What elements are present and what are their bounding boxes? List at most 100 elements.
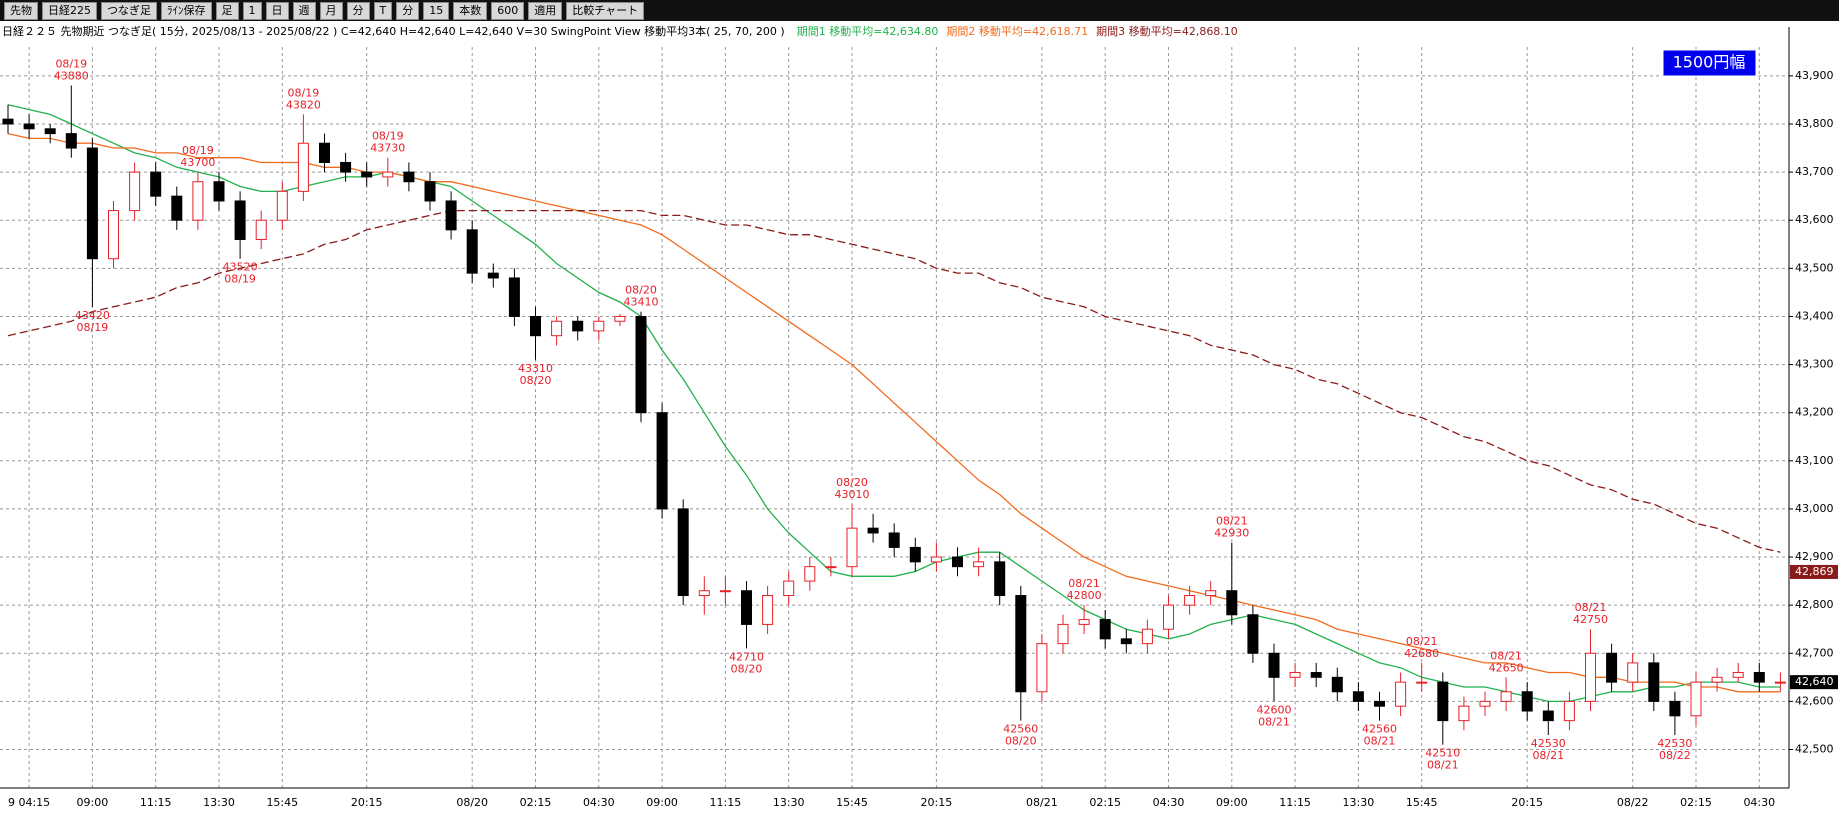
- legend-entry: 期間3 移動平均=42,868.10: [1096, 24, 1238, 38]
- swing-price: 42510: [1425, 747, 1460, 760]
- x-tick-label: 20:15: [1511, 796, 1543, 809]
- toolbar-button[interactable]: ﾗｲﾝ保存: [161, 1, 212, 20]
- candle-body: [171, 195, 183, 221]
- candle-body: [1585, 652, 1596, 702]
- toolbar-button[interactable]: 日経225: [42, 1, 97, 20]
- swing-date: 08/21: [1490, 649, 1522, 662]
- toolbar-button[interactable]: 月: [319, 1, 343, 20]
- candle-body: [741, 590, 752, 625]
- toolbar-button[interactable]: 足: [215, 1, 239, 20]
- swing-price: 42530: [1657, 737, 1692, 750]
- x-tick-label: 08/22: [1617, 796, 1649, 809]
- y-tick-label: 42,900: [1795, 550, 1834, 563]
- toolbar-button[interactable]: 比較チャート: [566, 1, 645, 20]
- swing-date: 08/22: [1659, 749, 1691, 762]
- candle-body: [424, 181, 436, 202]
- candle-body: [1774, 681, 1786, 684]
- candle-body: [1184, 595, 1196, 606]
- swing-price: 42800: [1067, 589, 1102, 602]
- y-tick-label: 42,800: [1795, 598, 1834, 611]
- toolbar-button[interactable]: つなぎ足: [101, 1, 157, 20]
- toolbar-button[interactable]: 適用: [528, 1, 563, 20]
- candle-body: [1374, 700, 1385, 707]
- candle-body: [1015, 595, 1027, 693]
- toolbar-button[interactable]: T: [373, 1, 393, 20]
- x-tick-label: 11:15: [1279, 796, 1311, 809]
- swing-date: 08/20: [625, 284, 657, 297]
- x-tick-label: 9 04:15: [8, 796, 50, 809]
- toolbar-button[interactable]: 週: [292, 1, 316, 20]
- candle-body: [1205, 590, 1217, 597]
- candle-body: [1732, 672, 1744, 678]
- candle-body: [213, 181, 225, 202]
- candle-body: [1310, 672, 1322, 678]
- swing-price: 43410: [624, 296, 659, 309]
- candle-body: [551, 320, 563, 337]
- candle-body: [445, 200, 457, 231]
- candle-body: [1753, 672, 1765, 683]
- candle-body: [1479, 700, 1491, 707]
- candle-body: [635, 315, 647, 414]
- candle-body: [1226, 590, 1238, 616]
- candle-body: [614, 315, 626, 322]
- candle-body: [846, 527, 858, 568]
- swing-price: 42930: [1214, 527, 1249, 540]
- toolbar-button[interactable]: 15: [423, 1, 450, 20]
- candle-body: [1437, 681, 1449, 722]
- candle-body: [1331, 676, 1343, 693]
- candle-body: [973, 561, 985, 568]
- candle-body: [1416, 681, 1428, 684]
- candle-body: [698, 590, 710, 597]
- candle-body: [867, 527, 879, 534]
- swing-date: 08/19: [288, 86, 320, 99]
- candle-body: [255, 219, 267, 240]
- toolbar: 先物 日経225 つなぎ足 ﾗｲﾝ保存足 1 日週月分 T 分 15 本数 600 適用 比較チャート: [0, 0, 1839, 21]
- candle-body: [762, 595, 774, 625]
- toolbar-button[interactable]: 600: [491, 1, 525, 20]
- y-tick-label: 43,100: [1795, 454, 1834, 467]
- candle-body: [1563, 700, 1575, 722]
- x-tick-label: 11:15: [710, 796, 742, 809]
- toolbar-button[interactable]: 分: [396, 1, 420, 20]
- swing-price: 42650: [1489, 661, 1524, 674]
- candle-body: [1542, 710, 1554, 722]
- swing-price: 43520: [223, 261, 258, 274]
- swing-date: 08/21: [1406, 635, 1438, 648]
- toolbar-button[interactable]: 日: [265, 1, 289, 20]
- candle-body: [656, 412, 668, 510]
- swing-price: 42600: [1257, 703, 1292, 716]
- toolbar-button[interactable]: 分: [346, 1, 370, 20]
- candle-body: [909, 546, 921, 563]
- candle-body: [1500, 691, 1512, 702]
- swing-date: 08/21: [1575, 601, 1607, 614]
- toolbar-button[interactable]: 本数: [453, 1, 488, 20]
- price-marker-label: 42,640: [1795, 675, 1834, 688]
- candle-body: [297, 142, 309, 192]
- candle-body: [1627, 662, 1639, 683]
- swing-price: 42710: [729, 650, 764, 663]
- y-tick-label: 43,900: [1795, 69, 1834, 82]
- candle-body: [44, 128, 56, 135]
- moving-average-line: [7, 209, 1781, 553]
- candle-body: [719, 590, 731, 593]
- candle-body: [1606, 652, 1618, 683]
- candle-body: [804, 566, 816, 582]
- price-marker: [1790, 564, 1838, 579]
- candle-body: [466, 229, 478, 274]
- candle-body: [783, 580, 795, 597]
- candle-body: [1099, 619, 1111, 640]
- swing-date: 08/21: [1427, 759, 1459, 772]
- candle-body: [572, 320, 584, 332]
- badge: 1500円幅: [1673, 53, 1746, 72]
- price-marker: [1790, 675, 1838, 690]
- x-tick-label: 13:30: [203, 796, 235, 809]
- toolbar-button[interactable]: 先物: [4, 1, 38, 20]
- toolbar-button[interactable]: 1: [242, 1, 262, 20]
- candle-body: [825, 566, 837, 569]
- candle-body: [150, 171, 162, 197]
- y-tick-label: 42,700: [1795, 646, 1834, 659]
- candle-body: [1690, 681, 1702, 717]
- x-tick-label: 02:15: [520, 796, 552, 809]
- candle-body: [1711, 676, 1723, 683]
